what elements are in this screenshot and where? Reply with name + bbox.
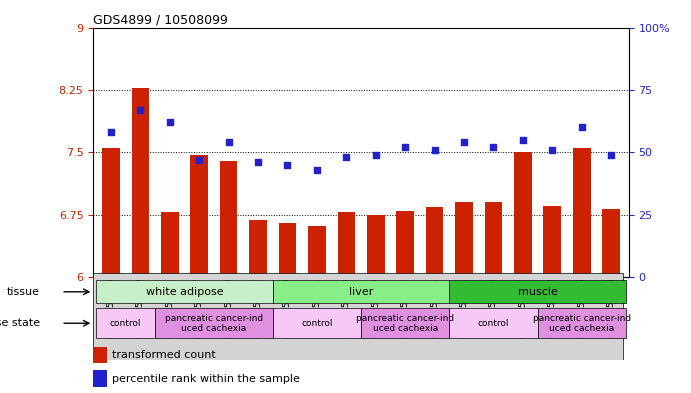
FancyBboxPatch shape (449, 280, 626, 303)
FancyBboxPatch shape (361, 308, 449, 338)
Bar (93, 370, 107, 387)
Text: GSM1255450: GSM1255450 (283, 277, 292, 338)
Point (252, 159, 263, 165)
Text: GSM1255444: GSM1255444 (460, 277, 468, 338)
Point (459, 139, 470, 145)
FancyBboxPatch shape (273, 308, 361, 338)
Text: control: control (477, 319, 509, 328)
Text: GSM1255441: GSM1255441 (165, 277, 174, 338)
Point (429, 147, 440, 153)
Bar (220, 161, 238, 277)
Text: control: control (301, 319, 332, 328)
Text: GSM1255454: GSM1255454 (430, 277, 439, 338)
Text: tissue: tissue (7, 287, 39, 297)
Bar (514, 152, 531, 277)
Text: GSM1255438: GSM1255438 (106, 277, 115, 338)
Bar (337, 212, 355, 277)
Point (193, 157, 205, 163)
FancyBboxPatch shape (449, 308, 538, 338)
Text: percentile rank within the sample: percentile rank within the sample (112, 374, 300, 384)
Point (223, 139, 234, 145)
Text: GSM1255447: GSM1255447 (518, 277, 527, 338)
Text: GSM1255443: GSM1255443 (548, 277, 557, 338)
Point (106, 129, 117, 136)
Text: white adipose: white adipose (146, 287, 223, 297)
Text: muscle: muscle (518, 287, 558, 297)
Bar (308, 226, 325, 277)
Text: GSM1255451: GSM1255451 (312, 277, 321, 338)
Text: pancreatic cancer-ind
uced cachexia: pancreatic cancer-ind uced cachexia (533, 314, 631, 333)
Bar (573, 148, 591, 277)
Text: GSM1255452: GSM1255452 (401, 277, 410, 338)
Bar (161, 212, 178, 277)
Text: GDS4899 / 10508099: GDS4899 / 10508099 (93, 13, 228, 26)
Point (399, 144, 410, 151)
Bar (397, 211, 414, 277)
Text: control: control (110, 319, 142, 328)
FancyBboxPatch shape (96, 280, 273, 303)
Point (282, 162, 293, 168)
Bar (102, 148, 120, 277)
FancyBboxPatch shape (538, 308, 626, 338)
Point (135, 107, 146, 113)
FancyBboxPatch shape (93, 273, 623, 360)
Bar (426, 207, 444, 277)
Bar (191, 155, 208, 277)
Point (341, 154, 352, 160)
Text: GSM1255439: GSM1255439 (136, 277, 145, 338)
Text: pancreatic cancer-ind
uced cachexia: pancreatic cancer-ind uced cachexia (165, 314, 263, 333)
Point (605, 152, 616, 158)
Text: GSM1255437: GSM1255437 (195, 277, 204, 338)
Text: GSM1255448: GSM1255448 (607, 277, 616, 338)
Point (518, 137, 529, 143)
Bar (603, 209, 620, 277)
Bar (249, 220, 267, 277)
Point (547, 147, 558, 153)
Point (370, 152, 381, 158)
Text: GSM1255440: GSM1255440 (224, 277, 233, 338)
Text: GSM1255445: GSM1255445 (489, 277, 498, 338)
Text: transformed count: transformed count (112, 350, 216, 360)
Text: liver: liver (349, 287, 373, 297)
Text: pancreatic cancer-ind
uced cachexia: pancreatic cancer-ind uced cachexia (356, 314, 454, 333)
Bar (455, 202, 473, 277)
Bar (131, 88, 149, 277)
Text: GSM1255453: GSM1255453 (342, 277, 351, 338)
Text: GSM1255446: GSM1255446 (577, 277, 586, 338)
Text: disease state: disease state (0, 318, 39, 328)
FancyBboxPatch shape (155, 308, 273, 338)
Point (576, 124, 587, 130)
Point (312, 167, 323, 173)
Bar (93, 347, 107, 363)
Point (164, 119, 176, 125)
Bar (278, 223, 296, 277)
Bar (544, 206, 561, 277)
Bar (484, 202, 502, 277)
FancyBboxPatch shape (273, 280, 449, 303)
FancyBboxPatch shape (96, 308, 155, 338)
Bar (367, 215, 385, 277)
Text: GSM1255449: GSM1255449 (371, 277, 380, 338)
Point (488, 144, 499, 151)
Text: GSM1255442: GSM1255442 (254, 277, 263, 338)
